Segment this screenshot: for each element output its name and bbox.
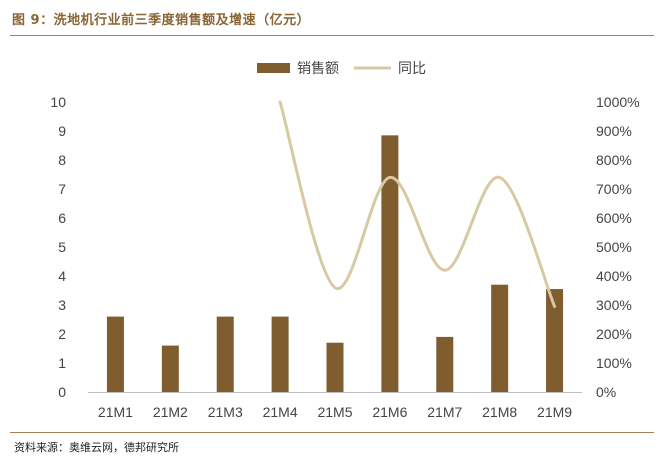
- legend-label-yoy: 同比: [398, 61, 426, 77]
- y-left-tick-label: 4: [58, 268, 66, 284]
- y-left-tick-label: 3: [58, 297, 66, 313]
- x-tick-label: 21M8: [482, 404, 517, 420]
- bar-sales: [326, 342, 344, 392]
- y-left-tick-label: 6: [58, 210, 66, 226]
- x-tick-label: 21M9: [537, 404, 572, 420]
- bar-sales: [436, 336, 454, 392]
- top-rule: [10, 35, 654, 36]
- y-right-tick-label: 500%: [596, 239, 632, 255]
- line-yoy-growth: [278, 100, 557, 308]
- bar-sales: [161, 345, 179, 392]
- bar-sales: [381, 135, 399, 392]
- y-left-tick-label: 10: [50, 94, 66, 110]
- y-right-tick-label: 600%: [596, 210, 632, 226]
- y-right-tick-label: 0%: [596, 384, 616, 400]
- y-left-tick-label: 2: [58, 326, 66, 342]
- y-right-tick-label: 800%: [596, 152, 632, 168]
- x-tick-label: 21M1: [98, 404, 133, 420]
- figure-title: 图 9：洗地机行业前三季度销售额及增速（亿元）: [12, 13, 311, 28]
- bar-sales: [271, 316, 289, 392]
- y-left-tick-label: 1: [58, 355, 66, 371]
- y-right-tick-label: 1000%: [596, 94, 640, 110]
- x-tick-label: 21M6: [372, 404, 407, 420]
- sales-growth-chart: 0123456789100%100%200%300%400%500%600%70…: [50, 61, 640, 420]
- x-tick-label: 21M5: [317, 404, 352, 420]
- bar-sales: [216, 316, 234, 392]
- y-left-tick-label: 8: [58, 152, 66, 168]
- y-right-tick-label: 400%: [596, 268, 632, 284]
- bar-sales: [106, 316, 124, 392]
- y-right-tick-label: 700%: [596, 181, 632, 197]
- x-tick-label: 21M2: [153, 404, 188, 420]
- y-left-tick-label: 9: [58, 123, 66, 139]
- source-note: 资料来源：奥维云网，德邦研究所: [14, 441, 179, 454]
- y-left-tick-label: 7: [58, 181, 66, 197]
- bottom-rule: [10, 432, 654, 433]
- x-tick-label: 21M4: [263, 404, 298, 420]
- y-right-tick-label: 200%: [596, 326, 632, 342]
- bar-sales: [546, 289, 564, 392]
- y-right-tick-label: 100%: [596, 355, 632, 371]
- legend-label-sales: 销售额: [297, 61, 339, 77]
- y-right-tick-label: 900%: [596, 123, 632, 139]
- bar-sales: [491, 284, 509, 392]
- y-left-tick-label: 0: [58, 384, 66, 400]
- legend-swatch-sales: [257, 63, 290, 73]
- y-right-tick-label: 300%: [596, 297, 632, 313]
- x-tick-label: 21M3: [208, 404, 243, 420]
- y-left-tick-label: 5: [58, 239, 66, 255]
- x-tick-label: 21M7: [427, 404, 462, 420]
